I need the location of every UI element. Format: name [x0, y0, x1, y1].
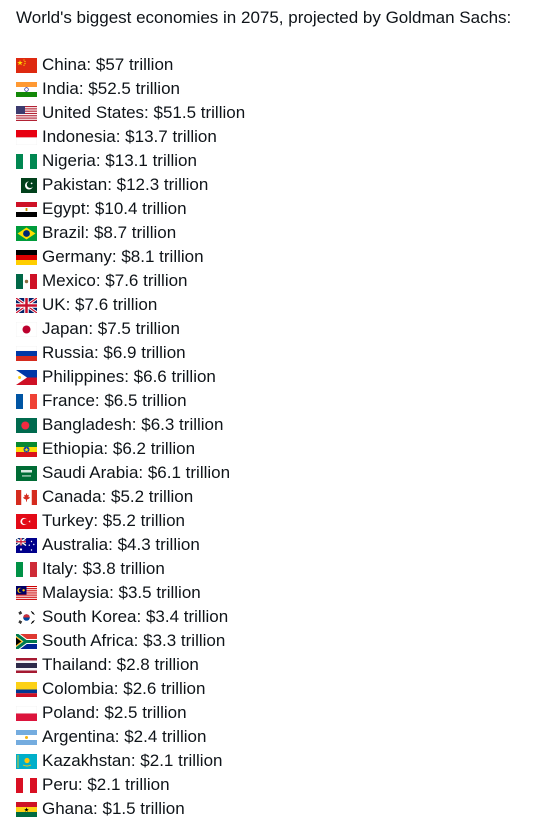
- entry-text: Italy: $3.8 trillion: [42, 559, 165, 578]
- list-item: Pakistan: $12.3 trillion: [16, 173, 245, 197]
- entry-text: Ghana: $1.5 trillion: [42, 799, 185, 818]
- entry-text: Saudi Arabia: $6.1 trillion: [42, 463, 231, 482]
- japan-flag-icon: [16, 321, 37, 337]
- brazil-flag-icon: [16, 225, 37, 241]
- list-item: Italy: $3.8 trillion: [16, 557, 245, 581]
- south-korea-flag-icon: [16, 609, 37, 625]
- entry-text: Indonesia: $13.7 trillion: [42, 127, 217, 146]
- list-item: Argentina: $2.4 trillion: [16, 725, 245, 749]
- entry-text: Turkey: $5.2 trillion: [42, 511, 185, 530]
- list-item: Japan: $7.5 trillion: [16, 317, 245, 341]
- kazakhstan-flag-icon: [16, 753, 37, 769]
- malaysia-flag-icon: [16, 585, 37, 601]
- list-item: Thailand: $2.8 trillion: [16, 653, 245, 677]
- ghana-flag-icon: [16, 801, 37, 817]
- entry-text: Ethiopia: $6.2 trillion: [42, 439, 196, 458]
- mexico-flag-icon: [16, 273, 37, 289]
- argentina-flag-icon: [16, 729, 37, 745]
- list-item: Germany: $8.1 trillion: [16, 245, 245, 269]
- egypt-flag-icon: [16, 201, 37, 217]
- list-item: UK: $7.6 trillion: [16, 293, 245, 317]
- entry-text: France: $6.5 trillion: [42, 391, 187, 410]
- list-item: Turkey: $5.2 trillion: [16, 509, 245, 533]
- list-item: Egypt: $10.4 trillion: [16, 197, 245, 221]
- entry-text: Canada: $5.2 trillion: [42, 487, 194, 506]
- list-item: France: $6.5 trillion: [16, 389, 245, 413]
- entry-text: Philippines: $6.6 trillion: [42, 367, 216, 386]
- canada-flag-icon: [16, 489, 37, 505]
- entry-text: Malaysia: $3.5 trillion: [42, 583, 201, 602]
- pakistan-flag-icon: [16, 177, 37, 193]
- list-item: Indonesia: $13.7 trillion: [16, 125, 245, 149]
- entry-text: Egypt: $10.4 trillion: [42, 199, 187, 218]
- entry-text: Thailand: $2.8 trillion: [42, 655, 199, 674]
- philippines-flag-icon: [16, 369, 37, 385]
- list-item: South Korea: $3.4 trillion: [16, 605, 245, 629]
- entry-text: Argentina: $2.4 trillion: [42, 727, 207, 746]
- entry-text: India: $52.5 trillion: [42, 79, 180, 98]
- list-item: Canada: $5.2 trillion: [16, 485, 245, 509]
- entry-text: Poland: $2.5 trillion: [42, 703, 187, 722]
- list-item: United States: $51.5 trillion: [16, 101, 245, 125]
- entry-text: South Africa: $3.3 trillion: [42, 631, 226, 650]
- india-flag-icon: [16, 81, 37, 97]
- list-item: Brazil: $8.7 trillion: [16, 221, 245, 245]
- list-item: Peru: $2.1 trillion: [16, 773, 245, 797]
- south-africa-flag-icon: [16, 633, 37, 649]
- economy-list: China: $57 trillion India: $52.5 trillio…: [16, 53, 245, 821]
- indonesia-flag-icon: [16, 129, 37, 145]
- list-item: Saudi Arabia: $6.1 trillion: [16, 461, 245, 485]
- entry-text: Pakistan: $12.3 trillion: [42, 175, 209, 194]
- uk-flag-icon: [16, 297, 37, 313]
- entry-text: Russia: $6.9 trillion: [42, 343, 186, 362]
- list-item: Ghana: $1.5 trillion: [16, 797, 245, 821]
- russia-flag-icon: [16, 345, 37, 361]
- france-flag-icon: [16, 393, 37, 409]
- list-item: Malaysia: $3.5 trillion: [16, 581, 245, 605]
- saudi-arabia-flag-icon: [16, 465, 37, 481]
- entry-text: Colombia: $2.6 trillion: [42, 679, 206, 698]
- list-item: Poland: $2.5 trillion: [16, 701, 245, 725]
- entry-text: Germany: $8.1 trillion: [42, 247, 204, 266]
- china-flag-icon: [16, 57, 37, 73]
- entry-text: Japan: $7.5 trillion: [42, 319, 180, 338]
- list-item: Colombia: $2.6 trillion: [16, 677, 245, 701]
- list-item: Nigeria: $13.1 trillion: [16, 149, 245, 173]
- entry-text: South Korea: $3.4 trillion: [42, 607, 229, 626]
- entry-text: Nigeria: $13.1 trillion: [42, 151, 197, 170]
- list-item: South Africa: $3.3 trillion: [16, 629, 245, 653]
- list-item: China: $57 trillion: [16, 53, 245, 77]
- bangladesh-flag-icon: [16, 417, 37, 433]
- thailand-flag-icon: [16, 657, 37, 673]
- entry-text: Peru: $2.1 trillion: [42, 775, 170, 794]
- entry-text: Bangladesh: $6.3 trillion: [42, 415, 224, 434]
- entry-text: United States: $51.5 trillion: [42, 103, 246, 122]
- germany-flag-icon: [16, 249, 37, 265]
- italy-flag-icon: [16, 561, 37, 577]
- peru-flag-icon: [16, 777, 37, 793]
- list-item: Bangladesh: $6.3 trillion: [16, 413, 245, 437]
- australia-flag-icon: [16, 537, 37, 553]
- list-item: Philippines: $6.6 trillion: [16, 365, 245, 389]
- list-item: Australia: $4.3 trillion: [16, 533, 245, 557]
- nigeria-flag-icon: [16, 153, 37, 169]
- entry-text: Mexico: $7.6 trillion: [42, 271, 188, 290]
- list-item: Mexico: $7.6 trillion: [16, 269, 245, 293]
- turkey-flag-icon: [16, 513, 37, 529]
- ethiopia-flag-icon: [16, 441, 37, 457]
- entry-text: UK: $7.6 trillion: [42, 295, 158, 314]
- poland-flag-icon: [16, 705, 37, 721]
- entry-text: Australia: $4.3 trillion: [42, 535, 200, 554]
- list-item: Ethiopia: $6.2 trillion: [16, 437, 245, 461]
- entry-text: Brazil: $8.7 trillion: [42, 223, 177, 242]
- united-states-flag-icon: [16, 105, 37, 121]
- list-item: Kazakhstan: $2.1 trillion: [16, 749, 245, 773]
- list-item: India: $52.5 trillion: [16, 77, 245, 101]
- colombia-flag-icon: [16, 681, 37, 697]
- entry-text: China: $57 trillion: [42, 55, 174, 74]
- entry-text: Kazakhstan: $2.1 trillion: [42, 751, 223, 770]
- post-title: World's biggest economies in 2075, proje…: [16, 8, 512, 27]
- list-item: Russia: $6.9 trillion: [16, 341, 245, 365]
